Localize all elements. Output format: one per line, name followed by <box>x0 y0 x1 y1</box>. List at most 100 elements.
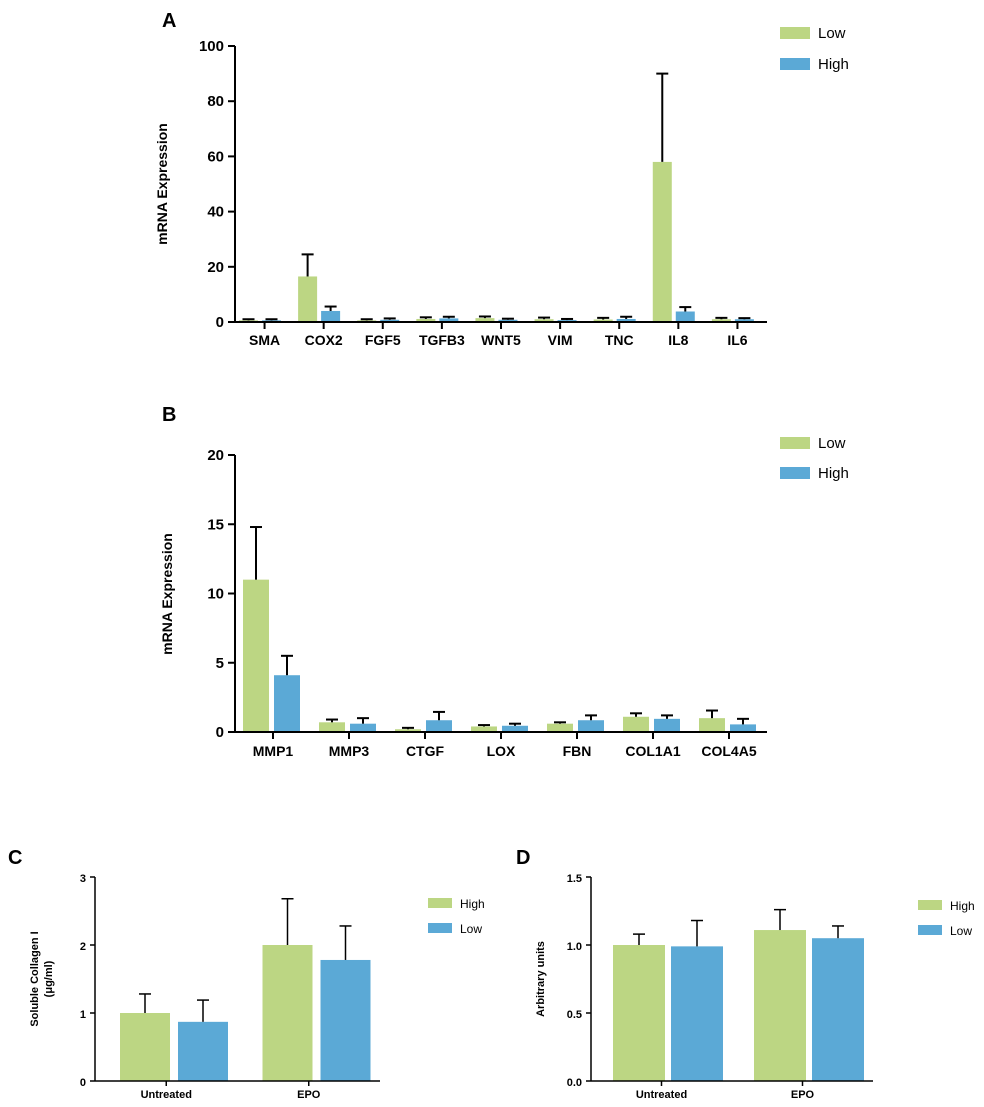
y-tick-label: 1.5 <box>567 873 582 885</box>
bar-high-tnc <box>616 318 636 322</box>
y-tick-label: 1 <box>80 1009 86 1021</box>
legend-swatch-high <box>428 898 452 908</box>
bar-high-ctgf <box>426 720 452 732</box>
legend-swatch-high <box>780 467 810 479</box>
y-tick-label: 80 <box>207 93 224 110</box>
y-axis-label: mRNA Expression <box>154 123 170 245</box>
bar-low-epo <box>812 938 864 1081</box>
bar-high-lox <box>502 725 528 732</box>
x-tick-label: COL4A5 <box>701 743 756 759</box>
x-tick-label: TNC <box>605 332 634 348</box>
x-tick-label: FGF5 <box>365 332 401 348</box>
x-tick-label: COX2 <box>305 332 343 348</box>
y-tick-label: 2 <box>80 941 86 953</box>
x-tick-label: WNT5 <box>481 332 521 348</box>
legend-swatch-low <box>428 923 452 933</box>
legend-label-low: Low <box>818 25 846 42</box>
x-tick-label: Untreated <box>636 1089 687 1101</box>
bar-low-tnc <box>593 319 613 322</box>
bar-high-mmp1 <box>274 675 300 732</box>
bar-low-tgfb3 <box>416 318 436 322</box>
y-tick-label: 0.5 <box>567 1009 582 1021</box>
bar-low-ctgf <box>395 729 421 732</box>
y-tick-label: 0 <box>80 1077 86 1089</box>
legend-swatch-low <box>918 925 942 935</box>
x-tick-label: EPO <box>791 1089 815 1101</box>
legend-label-low: Low <box>950 924 972 938</box>
bar-low-mmp3 <box>319 722 345 732</box>
bar-high-epo <box>754 930 806 1081</box>
bar-high-fgf5 <box>380 319 400 322</box>
legend-label-high: High <box>818 56 849 73</box>
y-tick-label: 20 <box>207 259 224 276</box>
legend-swatch-high <box>918 900 942 910</box>
legend-swatch-high <box>780 58 810 70</box>
panel-a-letter: A <box>162 10 176 32</box>
legend-label-high: High <box>950 899 975 913</box>
y-tick-label: 3 <box>80 873 86 885</box>
x-tick-label: IL6 <box>727 332 747 348</box>
bar-high-tgfb3 <box>439 318 459 322</box>
y-tick-label: 100 <box>199 38 224 55</box>
bar-low-epo <box>320 959 371 1081</box>
y-tick-label: 60 <box>207 148 224 165</box>
panel-d-letter: D <box>516 847 530 869</box>
bar-low-col4a5 <box>699 718 725 732</box>
y-tick-label: 0 <box>216 314 224 331</box>
bar-low-il6 <box>711 319 731 322</box>
bar-low-fbn <box>547 723 573 732</box>
legend-label-low: Low <box>460 922 482 936</box>
y-axis-label: Soluble Collagen I <box>29 931 41 1026</box>
x-tick-label: Untreated <box>141 1089 192 1101</box>
y-axis-label: Arbitrary units <box>535 941 547 1017</box>
chart-panel-b: 0 5 10 15 20 MMP1 MMP3 CTGF LOX FBN COL1A1 COL4A5 mR… <box>159 435 849 759</box>
x-tick-label: TGFB3 <box>419 332 465 348</box>
bar-high-col1a1 <box>654 718 680 732</box>
bar-high-wnt5 <box>498 319 518 322</box>
legend-label-high: High <box>818 465 849 482</box>
x-tick-label: MMP3 <box>329 743 370 759</box>
y-tick-label: 20 <box>207 447 224 464</box>
bar-low-il8 <box>652 161 672 322</box>
chart-panel-d: 0.0 0.5 1.0 1.5 Untreated EPO Arbitrary units H… <box>535 873 975 1101</box>
x-tick-label: COL1A1 <box>625 743 680 759</box>
chart-panel-c: 0 1 2 3 Untreated EPO Soluble Collagen I (μg/ml… <box>29 873 485 1101</box>
bar-high-untreated <box>613 945 665 1081</box>
x-tick-label: IL8 <box>668 332 688 348</box>
x-tick-label: FBN <box>563 743 592 759</box>
bar-low-untreated <box>178 1021 228 1081</box>
bar-high-cox2 <box>321 310 341 322</box>
legend-label-low: Low <box>818 435 846 452</box>
bar-low-untreated <box>671 946 723 1081</box>
y-tick-label: 0.0 <box>567 1077 582 1089</box>
bar-high-mmp3 <box>350 723 376 732</box>
bar-low-col1a1 <box>623 716 649 732</box>
y-tick-label: 1.0 <box>567 941 582 953</box>
bar-high-col4a5 <box>730 724 756 732</box>
bar-high-untreated <box>120 1013 170 1081</box>
legend-swatch-low <box>780 437 810 449</box>
y-tick-label: 40 <box>207 204 224 221</box>
legend-label-high: High <box>460 897 485 911</box>
y-tick-label: 0 <box>216 724 224 741</box>
chart-panel-a: 0 20 40 60 80 100 SMA COX2 FGF5 TGFB3 WNT5 VIM TNC IL… <box>154 25 849 348</box>
bar-low-wnt5 <box>475 318 495 322</box>
x-tick-label: EPO <box>297 1089 321 1101</box>
x-tick-label: LOX <box>487 743 516 759</box>
x-tick-label: VIM <box>548 332 573 348</box>
x-tick-label: SMA <box>249 332 280 348</box>
y-tick-label: 10 <box>207 586 224 603</box>
bar-low-lox <box>471 726 497 732</box>
legend-swatch-low <box>780 27 810 39</box>
bar-low-vim <box>534 319 554 322</box>
bar-high-fbn <box>578 720 604 732</box>
x-tick-label: MMP1 <box>253 743 294 759</box>
y-axis-label: mRNA Expression <box>159 533 175 655</box>
y-tick-label: 15 <box>207 516 224 533</box>
panel-b-letter: B <box>162 404 176 426</box>
y-axis-label-unit: (μg/ml) <box>43 960 55 997</box>
y-tick-label: 5 <box>216 655 224 672</box>
bar-low-cox2 <box>298 276 318 322</box>
bar-low-mmp1 <box>243 579 269 732</box>
